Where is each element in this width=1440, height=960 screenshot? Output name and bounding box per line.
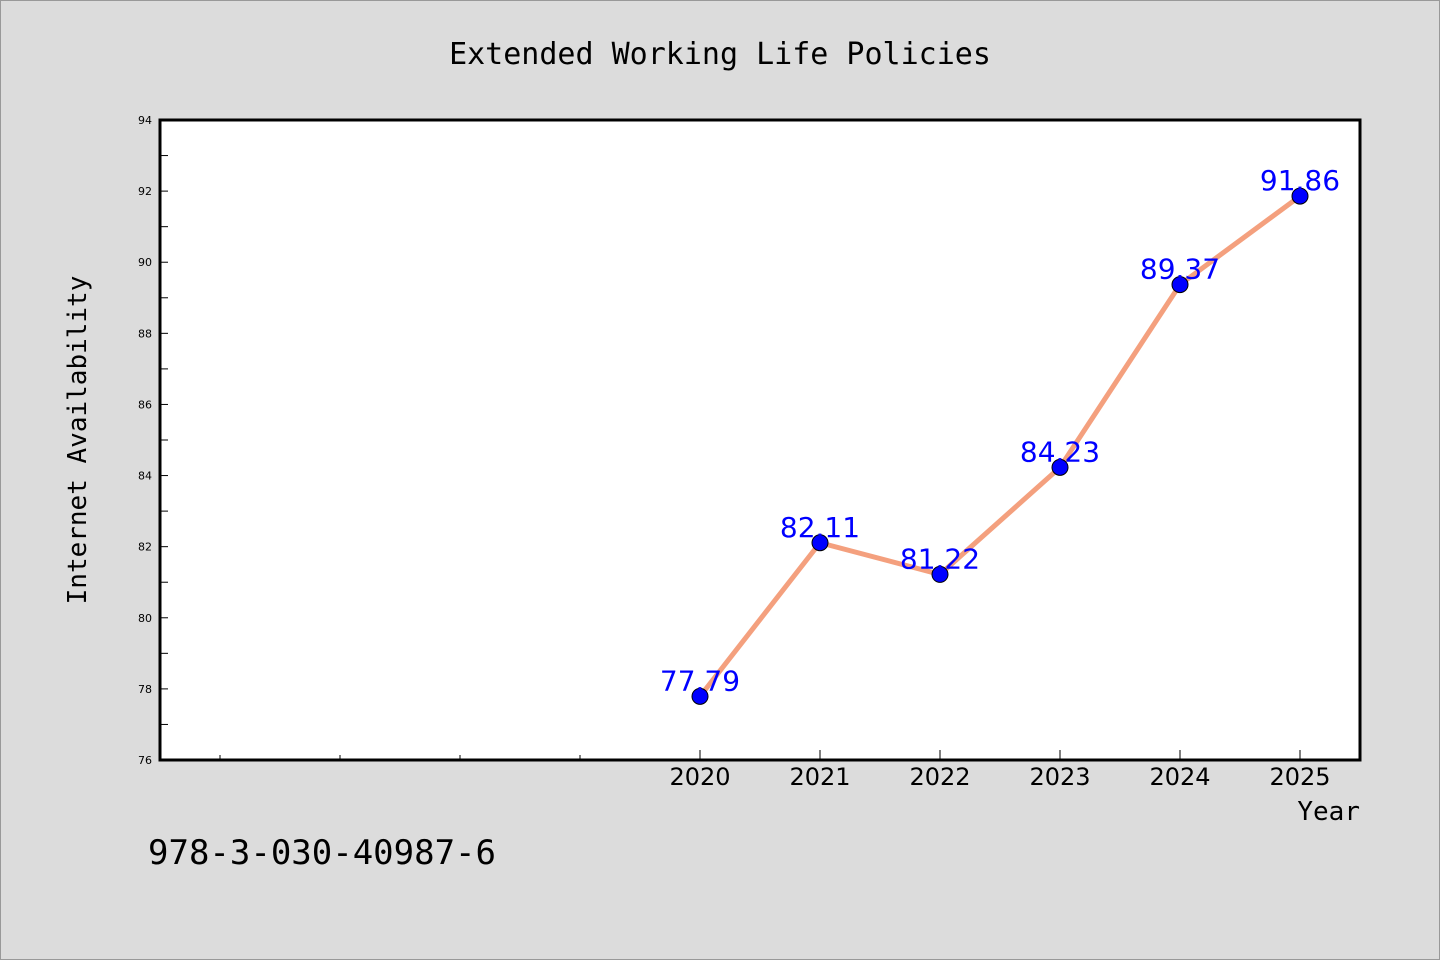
x-tick-label: 2021 bbox=[789, 763, 850, 791]
data-label: 91.86 bbox=[1260, 164, 1340, 197]
data-point bbox=[931, 565, 949, 583]
y-tick-label: 92 bbox=[138, 185, 152, 198]
x-tick-label: 2020 bbox=[669, 763, 730, 791]
data-label: 81.22 bbox=[900, 542, 980, 575]
y-tick-label: 76 bbox=[138, 754, 152, 767]
data-point bbox=[811, 534, 829, 552]
y-axis-label: Internet Availability bbox=[63, 276, 93, 605]
data-point bbox=[691, 687, 709, 705]
data-label: 82.11 bbox=[780, 511, 860, 544]
data-point bbox=[1171, 276, 1189, 294]
y-tick-label: 86 bbox=[138, 398, 152, 411]
x-tick-label: 2025 bbox=[1269, 763, 1330, 791]
y-tick-label: 82 bbox=[138, 541, 152, 554]
series-group bbox=[691, 187, 1309, 705]
x-tick-label: 2023 bbox=[1029, 763, 1090, 791]
chart-title: Extended Working Life Policies bbox=[449, 37, 991, 72]
y-tick-label: 90 bbox=[138, 256, 152, 269]
footnote-isbn: 978-3-030-40987-6 bbox=[148, 833, 496, 873]
y-axis: 76 78 80 82 84 86 88 90 92 94 bbox=[138, 114, 168, 767]
data-labels-group: 77.79 82.11 81.22 84.23 89.37 91.86 bbox=[660, 164, 1340, 697]
x-tick-label: 2024 bbox=[1149, 763, 1210, 791]
x-axis: 2020 2021 2022 2023 2024 2025 bbox=[219, 750, 1331, 791]
data-point bbox=[1291, 187, 1309, 205]
data-point bbox=[1051, 458, 1069, 476]
x-axis-label: Year bbox=[1297, 797, 1360, 827]
series-line bbox=[698, 194, 1302, 698]
data-label: 89.37 bbox=[1140, 253, 1220, 286]
plot-area bbox=[158, 118, 1362, 762]
y-tick-label: 94 bbox=[138, 114, 152, 127]
y-tick-label: 80 bbox=[138, 612, 152, 625]
y-tick-label: 88 bbox=[138, 327, 152, 340]
data-label: 84.23 bbox=[1020, 435, 1100, 468]
y-tick-label: 84 bbox=[138, 470, 152, 483]
data-label: 77.79 bbox=[660, 664, 740, 697]
y-tick-label: 78 bbox=[138, 683, 152, 696]
x-tick-label: 2022 bbox=[909, 763, 970, 791]
